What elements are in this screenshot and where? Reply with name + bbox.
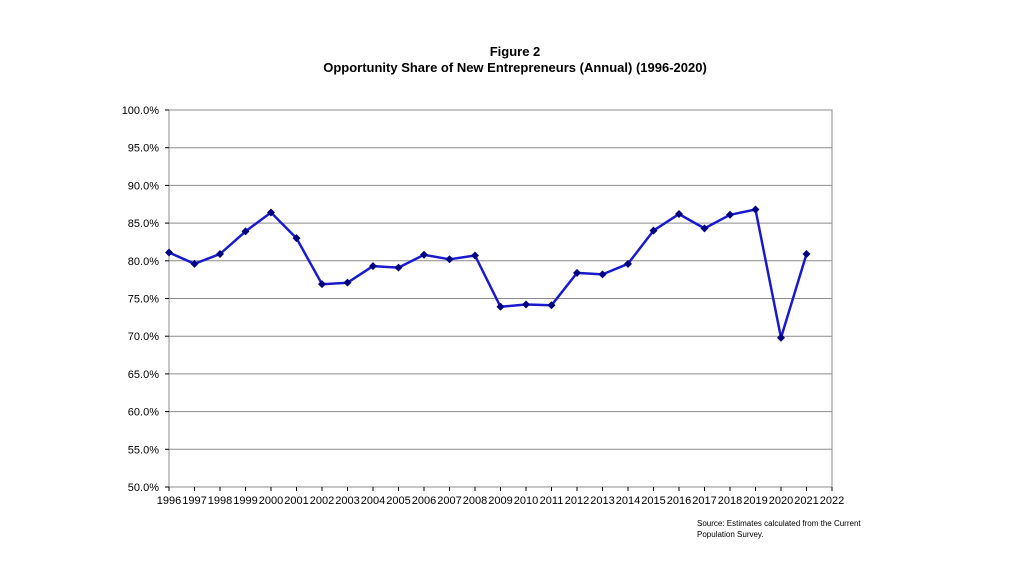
data-point-2017 [700, 224, 709, 233]
x-tick-label: 2006 [412, 495, 436, 507]
data-point-2020 [777, 333, 785, 342]
x-tick-label: 2014 [616, 495, 640, 507]
data-point-2006 [420, 250, 428, 259]
x-tick-label: 1999 [233, 495, 257, 507]
x-tick-label: 2016 [667, 495, 691, 507]
data-point-1996 [165, 248, 173, 257]
y-tick-label: 100.0% [122, 105, 160, 117]
x-tick-label: 2013 [590, 495, 614, 507]
x-tick-label: 2004 [361, 495, 385, 507]
x-tick-label: 2021 [794, 495, 818, 507]
y-tick-label: 95.0% [128, 143, 159, 155]
y-tick-label: 80.0% [128, 256, 159, 268]
y-tick-label: 55.0% [128, 444, 159, 456]
data-point-1998 [216, 250, 224, 259]
x-tick-label: 2017 [692, 495, 716, 507]
x-tick-label: 2015 [641, 495, 665, 507]
x-tick-label: 1996 [157, 495, 181, 507]
data-point-2003 [343, 278, 352, 287]
x-axis: 1996 1997 1998 1999 2000 2001 2002 2003 2004 2005… [157, 487, 844, 507]
gridlines [169, 109, 832, 488]
data-point-2019 [751, 205, 760, 214]
data-point-2014 [624, 259, 632, 268]
data-point-2018 [726, 210, 734, 219]
data-point-2004 [369, 262, 377, 271]
data-point-1997 [190, 259, 199, 268]
chart-title: Figure 2 [490, 44, 541, 59]
x-tick-label: 2010 [514, 495, 538, 507]
x-tick-label: 2002 [310, 495, 334, 507]
y-axis: 50.0% 55.0% 60.0% 65.0% 70.0% 75.0% 80.0% 85.0%… [122, 105, 169, 494]
x-tick-label: 2009 [488, 495, 512, 507]
x-tick-label: 2011 [540, 495, 564, 507]
y-tick-label: 85.0% [128, 218, 159, 230]
source-note: Source: Estimates calculated from the Cu… [697, 519, 861, 539]
y-tick-label: 65.0% [128, 369, 159, 381]
y-tick-label: 50.0% [128, 482, 159, 494]
data-point-2005 [394, 263, 403, 272]
x-tick-label: 2020 [769, 495, 793, 507]
data-point-2012 [573, 268, 581, 277]
x-tick-label: 1998 [208, 495, 232, 507]
x-tick-label: 1997 [182, 495, 206, 507]
data-point-2000 [267, 208, 275, 217]
data-point-1999 [241, 227, 250, 236]
x-tick-label: 2008 [463, 495, 487, 507]
x-tick-label: 2001 [284, 495, 308, 507]
x-tick-label: 2007 [437, 495, 461, 507]
y-tick-label: 70.0% [128, 331, 159, 343]
x-tick-label: 2022 [820, 495, 844, 507]
x-tick-label: 2005 [386, 495, 410, 507]
data-point-2021 [802, 250, 811, 259]
y-tick-label: 60.0% [128, 407, 159, 419]
data-point-2013 [598, 270, 607, 279]
data-point-2011 [547, 301, 556, 310]
data-point-2016 [675, 210, 683, 219]
data-point-2007 [445, 255, 454, 264]
x-tick-label: 2019 [743, 495, 767, 507]
data-point-2008 [471, 251, 479, 260]
y-tick-label: 75.0% [128, 294, 159, 306]
data-point-2002 [318, 280, 326, 289]
y-tick-label: 90.0% [128, 180, 159, 192]
x-tick-label: 2003 [335, 495, 359, 507]
data-point-2010 [522, 300, 530, 309]
x-tick-label: 2018 [718, 495, 742, 507]
chart-subtitle: Opportunity Share of New Entrepreneurs (… [323, 60, 707, 75]
data-point-2009 [496, 302, 505, 311]
data-point-2001 [292, 234, 301, 243]
x-tick-label: 2000 [259, 495, 283, 507]
data-point-2015 [649, 226, 658, 235]
series-line [168, 208, 808, 339]
x-tick-label: 2012 [565, 495, 589, 507]
data-series [165, 205, 811, 342]
